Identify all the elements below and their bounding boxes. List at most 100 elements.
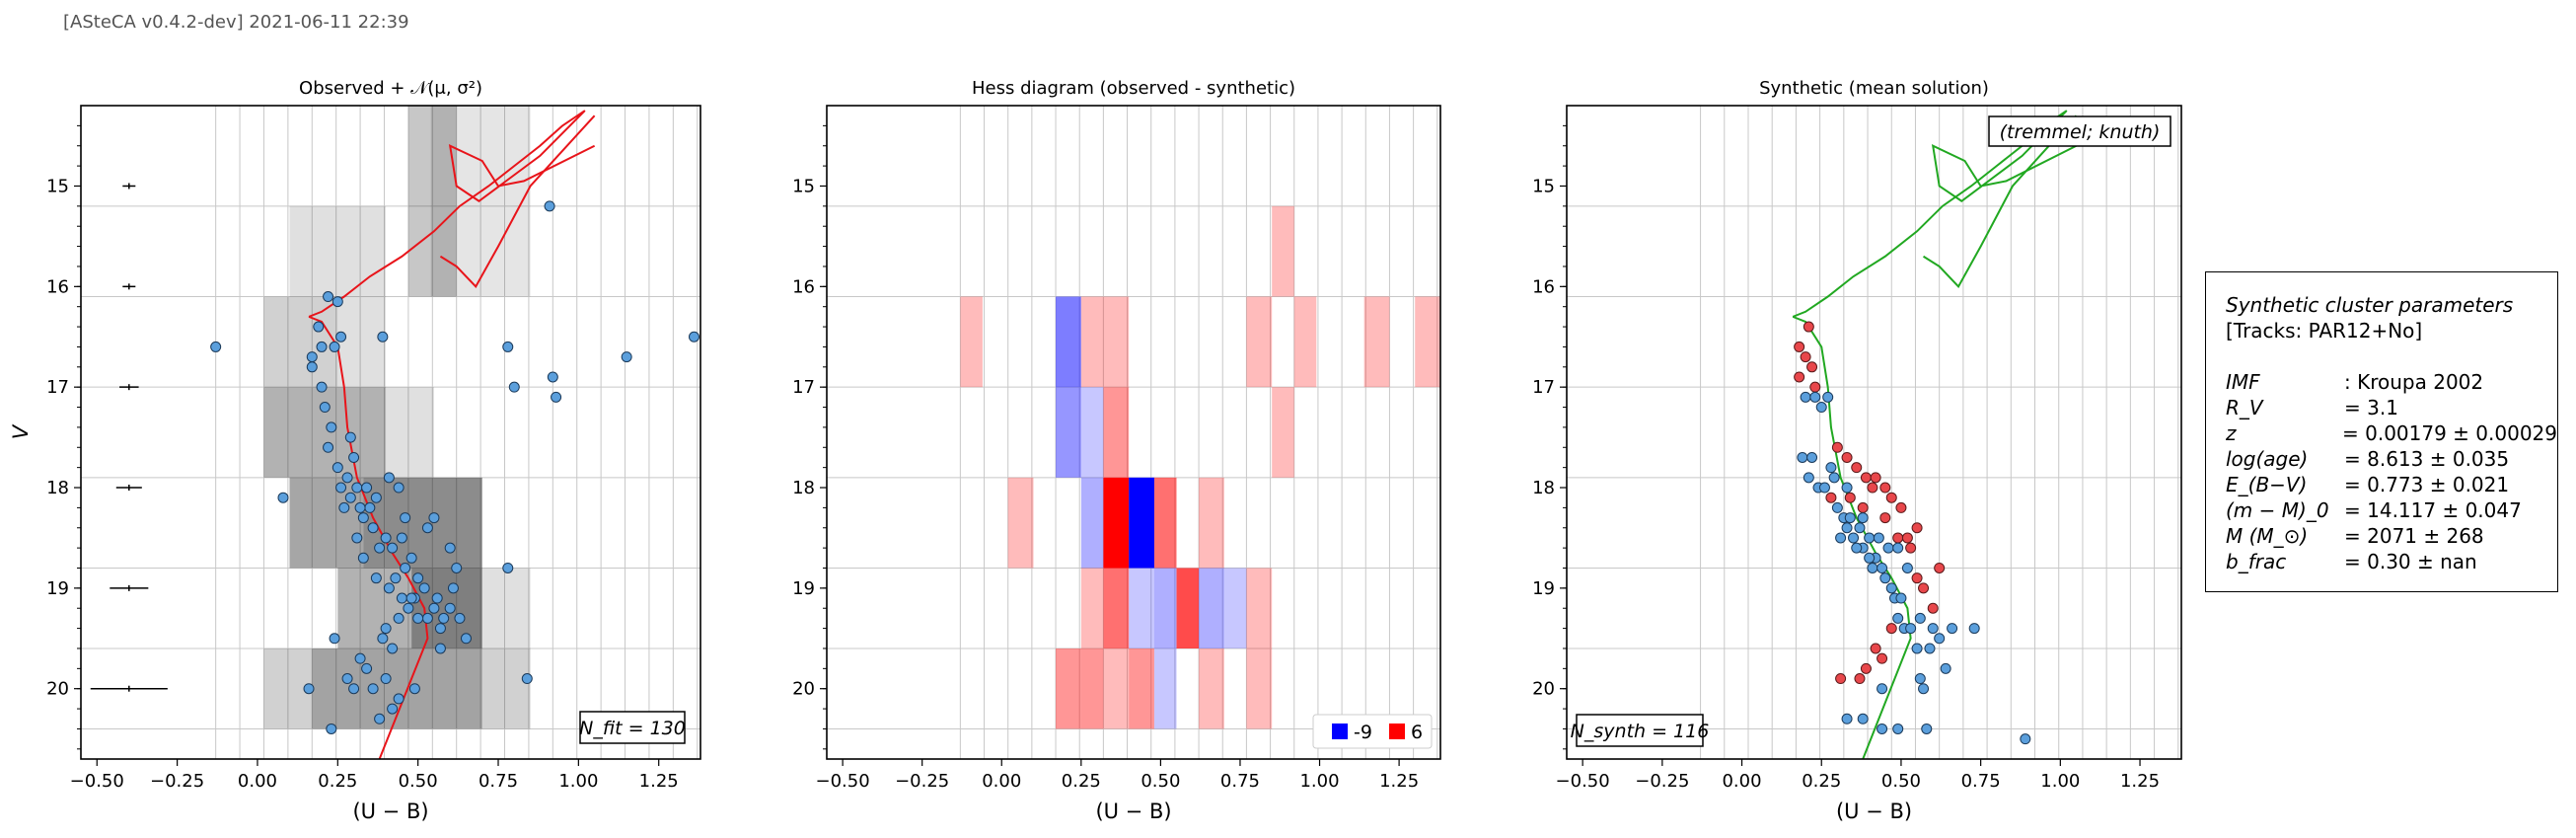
data-point [374, 713, 386, 724]
data-point [344, 492, 356, 503]
hess-cell [1153, 568, 1177, 648]
param-key: M (M_⊙) [2226, 524, 2309, 548]
nsynth-box [1576, 714, 1704, 747]
params-title: Synthetic cluster parameters [2226, 293, 2514, 317]
x-tick-label: −0.25 [895, 771, 949, 792]
data-point [326, 421, 337, 433]
synthetic-binary-point [1918, 582, 1930, 594]
hess-cell [1103, 648, 1130, 729]
x-tick-label: 0.00 [238, 771, 277, 792]
synthetic-single-point [1924, 643, 1936, 654]
data-point [421, 612, 433, 624]
data-point [377, 331, 389, 343]
param-row: IMF: Kroupa 2002 [2226, 369, 2557, 395]
param-key: E_(B−V) [2226, 473, 2308, 496]
data-point [341, 472, 353, 484]
hess-cell [1415, 296, 1440, 388]
param-value: = 0.30 ± nan [2344, 550, 2477, 573]
param-row: log(age) = 8.613 ± 0.035 [2226, 446, 2557, 472]
data-point [377, 633, 389, 645]
y-tick-label: 19 [1532, 578, 1555, 599]
data-point [306, 351, 318, 363]
nfit-box [579, 711, 686, 744]
y-tick-label: 17 [46, 377, 69, 398]
hess-cell [1272, 387, 1294, 478]
y-tick-label: 16 [46, 276, 69, 297]
hess-cell [1007, 477, 1034, 569]
data-point [370, 572, 382, 584]
synthetic-single-point [1815, 402, 1827, 414]
data-point [354, 652, 366, 664]
param-value: = 3.1 [2344, 396, 2398, 419]
hess-cell [1056, 387, 1081, 478]
isochrone-branch [1923, 114, 2078, 288]
x-tick-label: 0.00 [1722, 771, 1761, 792]
legend-box [1312, 714, 1433, 749]
density-cell [363, 477, 482, 569]
grid [81, 106, 700, 759]
isochrone-upper [308, 110, 596, 318]
synthetic-binary-point [1851, 462, 1863, 474]
synthetic-binary-point [1879, 512, 1891, 524]
y-tick-label: 20 [46, 679, 69, 700]
data-point [380, 673, 392, 685]
synthetic-binary-point [1911, 572, 1923, 584]
data-point [338, 501, 350, 513]
data-point [688, 331, 699, 343]
data-point [335, 331, 347, 343]
synthetic-single-point [1877, 683, 1888, 695]
data-point [329, 341, 340, 352]
data-point [502, 562, 514, 573]
data-point [444, 602, 456, 614]
synthetic-single-point [1877, 562, 1888, 573]
data-point [396, 592, 407, 604]
synthetic-binary-point [1806, 361, 1818, 373]
synthetic-binary-point [1885, 492, 1897, 503]
hess-cell [1223, 568, 1247, 648]
axes-frame [80, 105, 701, 760]
legend-swatch-negative [1332, 724, 1348, 739]
synthetic-binary-point [1901, 532, 1913, 544]
data-point [547, 371, 558, 383]
data-point [387, 703, 399, 715]
data-point [380, 532, 392, 544]
y-tick-label: 20 [1532, 679, 1555, 700]
data-point [438, 612, 450, 624]
synthetic-single-point [1914, 612, 1926, 624]
synthetic-single-point [1809, 391, 1821, 403]
x-tick-label: −0.25 [150, 771, 204, 792]
data-point [403, 602, 414, 614]
synthetic-single-point [1892, 612, 1904, 624]
data-point [335, 482, 347, 494]
x-tick-label: 1.25 [639, 771, 679, 792]
synthetic-single-point [1797, 451, 1808, 463]
synthetic-single-point [1927, 623, 1939, 635]
axes-frame [1566, 105, 2182, 760]
data-point [418, 582, 430, 594]
hess-cell [1246, 296, 1273, 388]
isochrone-branch [439, 114, 596, 288]
synthetic-binary-point [1825, 492, 1837, 503]
data-point [361, 482, 373, 494]
synthetic-single-point [1841, 522, 1853, 534]
y-tick-label: 18 [46, 478, 69, 498]
hess-cell [1272, 205, 1294, 297]
synthetic-single-point [1867, 562, 1878, 573]
synthetic-single-point [1844, 512, 1856, 524]
x-tick-label: −0.50 [70, 771, 124, 792]
data-point [387, 542, 399, 554]
legend-label-negative: -9 [1354, 722, 1372, 743]
data-point [348, 451, 360, 463]
hess-cell [1129, 568, 1154, 648]
x-tick-label: 0.25 [318, 771, 357, 792]
y-tick-label: 18 [1532, 478, 1555, 498]
y-tick-label: 19 [792, 578, 815, 599]
data-point [393, 612, 405, 624]
hess-cell [1199, 568, 1224, 648]
synthetic-binary-point [1800, 351, 1811, 363]
hess-cell [1199, 477, 1224, 569]
synthetic-single-point [1848, 532, 1860, 544]
data-point [348, 683, 360, 695]
param-value: = 14.117 ± 0.047 [2344, 498, 2522, 522]
data-point [454, 612, 466, 624]
